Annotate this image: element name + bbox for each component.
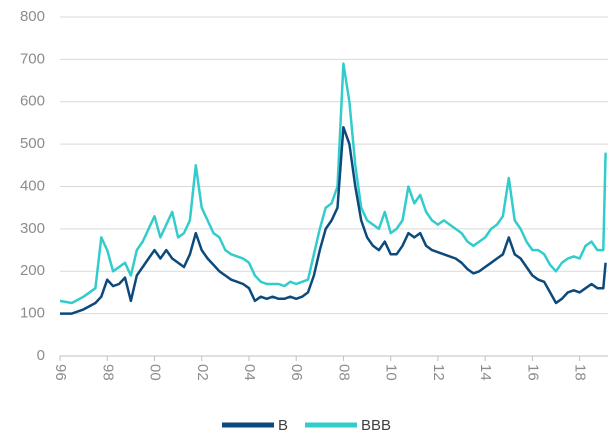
- y-tick-label: 300: [20, 220, 45, 237]
- y-tick-label: 200: [20, 262, 45, 279]
- x-tick-label: 16: [524, 364, 541, 381]
- y-tick-label: 500: [20, 135, 45, 152]
- y-tick-label: 400: [20, 177, 45, 194]
- x-tick-label: 12: [430, 364, 447, 381]
- y-tick-label: 600: [20, 93, 45, 110]
- x-tick-label: 14: [477, 364, 494, 381]
- y-tick-label: 0: [37, 347, 45, 364]
- y-tick-label: 800: [20, 8, 45, 25]
- x-tick-label: 06: [288, 364, 305, 381]
- x-tick-label: 02: [194, 364, 211, 381]
- y-tick-label: 700: [20, 50, 45, 67]
- x-tick-label: 04: [241, 364, 258, 381]
- y-tick-label: 100: [20, 305, 45, 322]
- legend-label: B: [278, 417, 288, 434]
- x-tick-label: 00: [147, 364, 164, 381]
- series-line: [60, 125, 607, 315]
- x-tick-label: 18: [572, 364, 589, 381]
- x-tick-label: 10: [383, 364, 400, 381]
- legend-label: BBB: [361, 417, 391, 434]
- x-tick-label: 98: [99, 364, 116, 381]
- x-tick-label: 96: [52, 364, 69, 381]
- series-line: [59, 62, 607, 305]
- x-tick-label: 08: [335, 364, 352, 381]
